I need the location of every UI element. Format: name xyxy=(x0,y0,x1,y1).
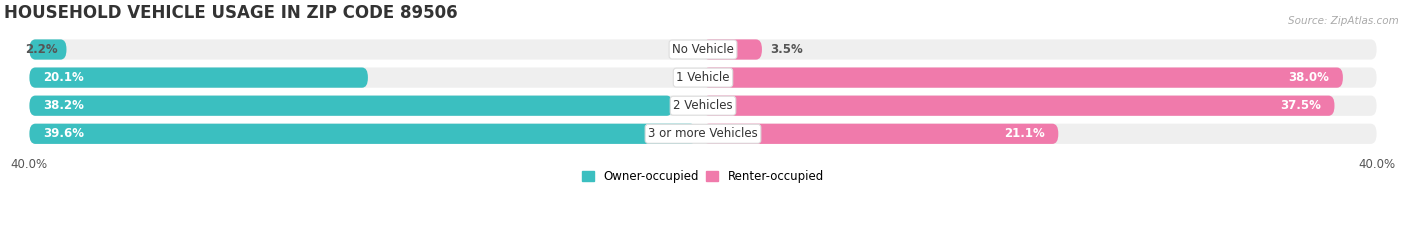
FancyBboxPatch shape xyxy=(30,68,1376,88)
FancyBboxPatch shape xyxy=(30,124,696,144)
Text: 2.2%: 2.2% xyxy=(25,43,58,56)
FancyBboxPatch shape xyxy=(703,68,1343,88)
Text: 38.0%: 38.0% xyxy=(1288,71,1330,84)
FancyBboxPatch shape xyxy=(30,96,672,116)
Text: Source: ZipAtlas.com: Source: ZipAtlas.com xyxy=(1288,16,1399,26)
Text: 38.2%: 38.2% xyxy=(44,99,84,112)
Text: No Vehicle: No Vehicle xyxy=(672,43,734,56)
Text: 3 or more Vehicles: 3 or more Vehicles xyxy=(648,127,758,140)
Legend: Owner-occupied, Renter-occupied: Owner-occupied, Renter-occupied xyxy=(578,166,828,188)
Text: 39.6%: 39.6% xyxy=(44,127,84,140)
FancyBboxPatch shape xyxy=(30,39,66,60)
Text: 1 Vehicle: 1 Vehicle xyxy=(676,71,730,84)
FancyBboxPatch shape xyxy=(703,39,762,60)
FancyBboxPatch shape xyxy=(703,96,1334,116)
Text: 3.5%: 3.5% xyxy=(770,43,803,56)
FancyBboxPatch shape xyxy=(30,68,368,88)
FancyBboxPatch shape xyxy=(703,124,1059,144)
FancyBboxPatch shape xyxy=(30,96,1376,116)
FancyBboxPatch shape xyxy=(30,39,1376,60)
Text: HOUSEHOLD VEHICLE USAGE IN ZIP CODE 89506: HOUSEHOLD VEHICLE USAGE IN ZIP CODE 8950… xyxy=(4,4,458,22)
Text: 2 Vehicles: 2 Vehicles xyxy=(673,99,733,112)
FancyBboxPatch shape xyxy=(30,124,1376,144)
Text: 20.1%: 20.1% xyxy=(44,71,83,84)
Text: 37.5%: 37.5% xyxy=(1279,99,1322,112)
Text: 21.1%: 21.1% xyxy=(1004,127,1045,140)
